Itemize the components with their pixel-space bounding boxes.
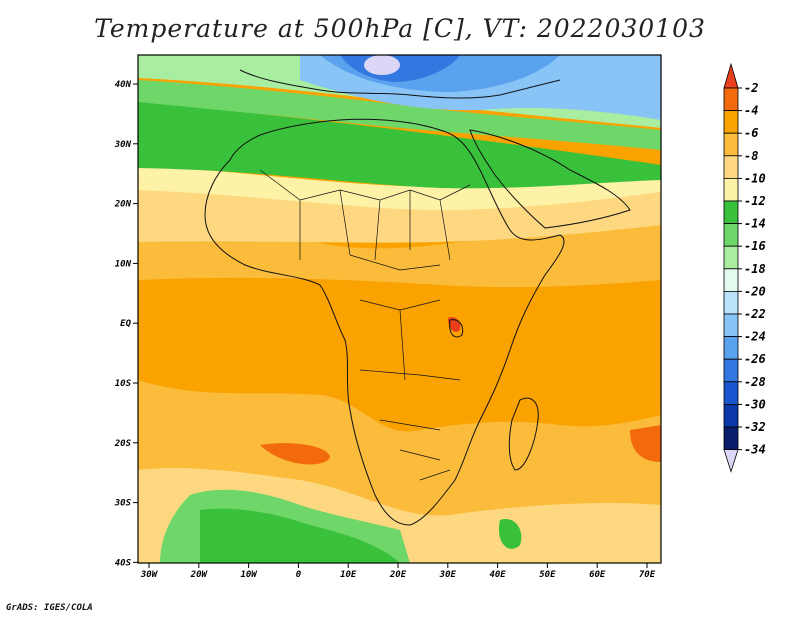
lat-label: 20S bbox=[114, 439, 132, 449]
lat-label: 40N bbox=[115, 80, 132, 90]
colorbar-swatch bbox=[723, 268, 739, 292]
colorbar-label: -26 bbox=[744, 352, 766, 366]
lat-label: EQ bbox=[120, 319, 131, 329]
colorbar-swatch bbox=[723, 155, 739, 179]
lon-label: 40E bbox=[489, 570, 506, 580]
lat-label: 40S bbox=[115, 558, 132, 568]
lake-victoria bbox=[449, 319, 464, 338]
africa-coastline bbox=[204, 118, 565, 526]
colorbar-label: -16 bbox=[744, 239, 766, 253]
colorbar-swatch bbox=[723, 313, 739, 338]
colorbar-label: -30 bbox=[744, 397, 766, 411]
lat-label: 20N bbox=[114, 200, 132, 210]
band-green bbox=[138, 100, 661, 189]
country-borders bbox=[259, 169, 471, 481]
colorbar-swatch bbox=[723, 87, 739, 112]
lon-label: 30E bbox=[439, 570, 457, 580]
colorbar-label: -6 bbox=[744, 126, 758, 140]
colorbar-label: -8 bbox=[744, 149, 758, 163]
colorbar-label: -28 bbox=[744, 375, 766, 389]
colorbar-swatch bbox=[723, 290, 739, 315]
colorbar-swatch bbox=[723, 336, 739, 360]
colorbar-swatch bbox=[723, 110, 739, 134]
map-title: Temperature at 500hPa [C], VT: 202203010… bbox=[94, 14, 706, 43]
band-light-green bbox=[138, 80, 661, 150]
colorbar-label: -10 bbox=[744, 171, 766, 185]
colorbar-swatch bbox=[723, 132, 739, 157]
map-frame bbox=[137, 54, 662, 564]
lon-label: 70E bbox=[639, 570, 656, 580]
lat-label: 10S bbox=[115, 379, 132, 389]
hot-spot-1 bbox=[260, 443, 330, 465]
lon-label: 20W bbox=[190, 570, 209, 580]
colorbar-label: -20 bbox=[744, 284, 766, 298]
colorbar-cap-bottom bbox=[723, 449, 739, 473]
lon-label: 0 bbox=[296, 570, 302, 580]
band-south-green-dark bbox=[200, 508, 400, 563]
colorbar-label: -14 bbox=[744, 217, 766, 231]
lon-label: 10W bbox=[240, 570, 258, 580]
lon-axis: 30W 20W 10W 0 10E 20E 30E 40E 50E 60E 70E bbox=[140, 563, 656, 580]
colorbar-swatch bbox=[723, 381, 739, 405]
colorbar-label: -18 bbox=[744, 262, 766, 276]
temperature-field bbox=[138, 55, 661, 563]
colorbar-label: -2 bbox=[744, 81, 758, 95]
lon-label: 30W bbox=[140, 570, 159, 580]
band-south-spot bbox=[499, 519, 522, 549]
colorbar-swatch bbox=[723, 426, 739, 451]
lon-label: 10E bbox=[340, 570, 357, 580]
colorbar-swatch bbox=[723, 200, 739, 225]
arabia bbox=[469, 129, 631, 229]
colorbar-label: -24 bbox=[744, 330, 766, 344]
grads-credit: GrADS: IGES/COLA bbox=[6, 603, 93, 613]
colorbar-label: -22 bbox=[744, 307, 766, 321]
lat-axis: 40N 30N 20N 10N EQ 10S 20S 30S 40S bbox=[114, 80, 138, 568]
colorbar-label: -32 bbox=[744, 420, 766, 434]
colorbar-swatch bbox=[723, 403, 739, 428]
colorbar-label: -4 bbox=[744, 104, 758, 118]
colorbar-swatch bbox=[723, 358, 739, 383]
lat-label: 30S bbox=[114, 499, 132, 509]
lat-label: 10N bbox=[115, 259, 132, 269]
cold-core bbox=[364, 55, 400, 75]
colorbar: -2 -4 -6 -8 -10 -12 -14 -16 -18 -20 -22 -24 -26 -28 -3… bbox=[723, 62, 766, 473]
lon-label: 20E bbox=[389, 570, 407, 580]
colorbar-swatch bbox=[723, 177, 739, 202]
lon-label: 50E bbox=[539, 570, 556, 580]
lon-label: 60E bbox=[589, 570, 606, 580]
lat-label: 30N bbox=[114, 140, 132, 150]
colorbar-swatch bbox=[723, 223, 739, 247]
europe-coast bbox=[239, 69, 561, 99]
colorbar-label: -34 bbox=[744, 443, 766, 457]
madagascar bbox=[508, 397, 539, 471]
colorbar-label: -12 bbox=[744, 194, 766, 208]
hot-spot-2 bbox=[630, 425, 661, 462]
colorbar-cap-top bbox=[723, 62, 739, 89]
colorbar-swatch bbox=[723, 245, 739, 270]
coastlines bbox=[204, 69, 631, 526]
